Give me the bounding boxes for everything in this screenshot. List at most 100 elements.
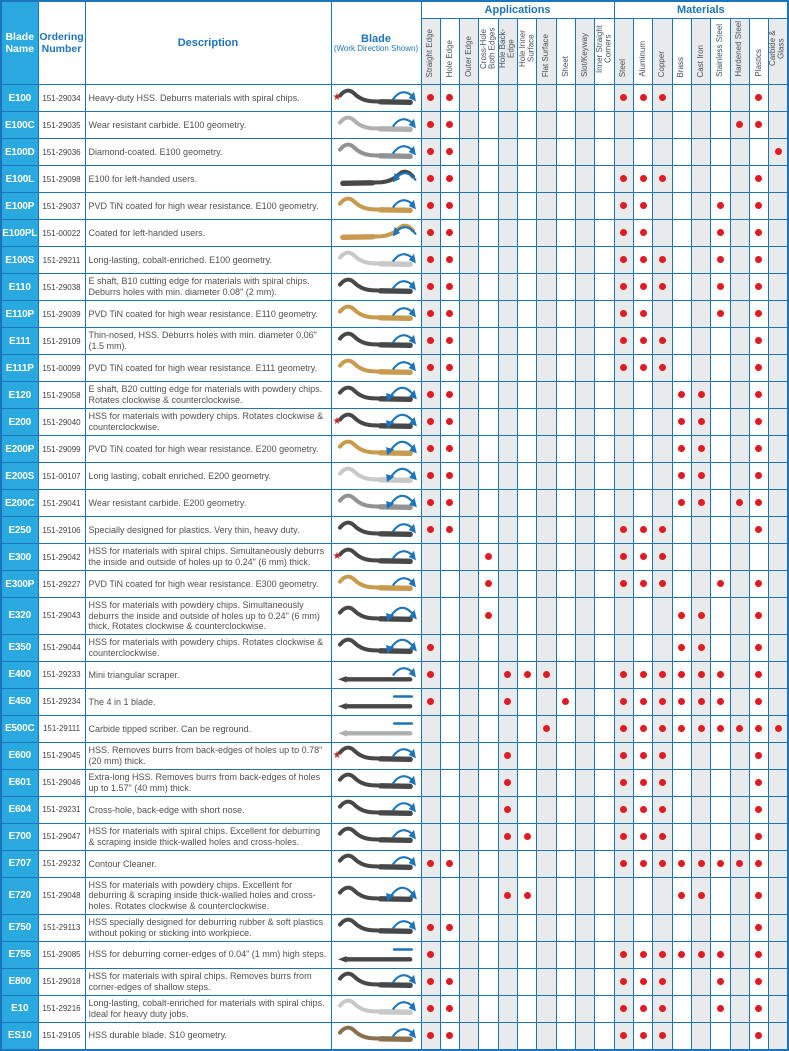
applicability-dot [658,833,666,841]
applicability-dot [620,310,628,318]
application-dot-cell [594,84,615,112]
blade-illustration-image [337,885,417,903]
applicability-dot [427,418,435,426]
blade-illustration-image [337,196,416,213]
application-dot-cell [594,408,615,436]
material-dot-cell [710,327,731,355]
rotation-arrow-both-icon [385,413,417,428]
application-dot-cell [497,714,519,743]
blade-illustration-image [337,971,416,989]
material-dot-cell [768,994,789,1023]
rotated-column-label: Cast Iron [695,44,705,77]
application-dot-cell [536,273,557,301]
table-row: E120 151-29058 E shaft, B20 cutting edge f… [0,381,789,409]
blade-illustration-cell: ★ [330,408,422,436]
application-dot-cell [574,246,596,274]
applicability-dot [658,256,666,264]
material-dot-cell [690,327,712,355]
applicability-dot [755,445,763,453]
rotated-column-label: Straight Edge [425,28,435,77]
description-cell: Specially designed for plastics. Very th… [84,516,332,544]
description-cell: HSS for materials with powdery chips. Ex… [84,876,332,915]
material-dot-cell [632,687,654,716]
application-dot-cell [439,516,461,544]
material-dot-cell [652,714,673,743]
rotated-column-label: Slot/Keyway [579,32,589,77]
application-dot-cell [459,849,480,878]
applicability-dot [427,121,435,129]
application-dot-cell [536,967,557,996]
application-dot-cell [439,219,461,247]
application-dot-cell [555,462,577,490]
application-dot-cell [459,714,480,743]
application-dot-cell [594,489,615,517]
applicability-dot [620,1031,628,1039]
application-dot-cell [420,597,441,635]
application-dot-cell [555,597,577,635]
blade-illustration-cell [330,768,422,797]
applicability-dot [446,256,454,264]
table-row: E110 151-29038 E shaft, B10 cutting edge f… [0,273,789,301]
rotation-arrow-icon [391,198,416,209]
application-dot-cell [555,327,577,355]
blade-illustration-cell [330,354,422,382]
material-dot-cell [652,516,673,544]
application-dot-cell [517,597,538,635]
material-dot-cell [768,354,789,382]
ordering-number-cell: 151-29018 [37,967,86,996]
application-dot-cell [497,597,519,635]
application-dot-cell [594,940,615,969]
application-dot-cell [497,795,519,824]
blade-illustration-cell: ★ [330,84,422,112]
applicability-dot [427,445,435,453]
ordering-number-cell: 151-29046 [37,768,86,797]
applicability-dot [716,698,724,706]
blade-illustration-image [337,331,416,348]
application-dot-cell [574,381,596,409]
material-dot-cell [690,570,712,598]
description-cell: HSS durable blade. S10 geometry. [84,1021,332,1051]
material-dot-cell [671,913,692,942]
applicability-dot [620,671,628,679]
applicability-dot [658,725,666,733]
application-dot-cell [497,273,519,301]
applicability-dot [774,725,782,733]
star-icon: ★ [332,416,342,427]
material-dot-cell [690,994,712,1023]
application-dot-cell [555,768,577,797]
material-dot-cell [652,165,673,193]
material-dot-cell [768,435,789,463]
application-dot-cell [439,354,461,382]
blade-illustration-image [337,439,417,456]
application-dot-cell [574,516,596,544]
applicability-dot [620,256,628,264]
applicability-dot [639,229,647,237]
material-dot-cell [768,516,789,544]
applicability-dot [620,977,628,985]
description-cell: Cross-hole, back-edge with short nose. [84,795,332,824]
application-dot-cell [439,543,461,571]
application-dot-cell [478,462,499,490]
ordering-number-cell: 151-29085 [37,940,86,969]
material-dot-cell [613,111,634,139]
applicability-dot [504,671,512,679]
application-dot-cell [420,570,441,598]
applicability-dot [446,923,454,931]
material-dot-cell [768,138,789,166]
material-dot-cell [729,876,750,915]
ordering-number-cell: 151-29099 [37,435,86,463]
application-dot-cell [555,849,577,878]
application-dot-cell [459,219,480,247]
applicability-dot [446,337,454,345]
material-dot-cell [710,597,731,635]
material-dot-cell [710,795,731,824]
material-dot-cell [690,192,712,220]
rotation-arrow-icon [391,522,416,533]
blade-name-cell: E450 [0,687,39,716]
material-dot-cell [671,633,692,662]
table-row: E250 151-29106 Specially designed for plas… [0,516,789,544]
application-dot-cell [555,273,577,301]
application-dot-cell [517,300,538,328]
material-dot-cell [613,1021,634,1051]
application-dot-cell [420,913,441,942]
